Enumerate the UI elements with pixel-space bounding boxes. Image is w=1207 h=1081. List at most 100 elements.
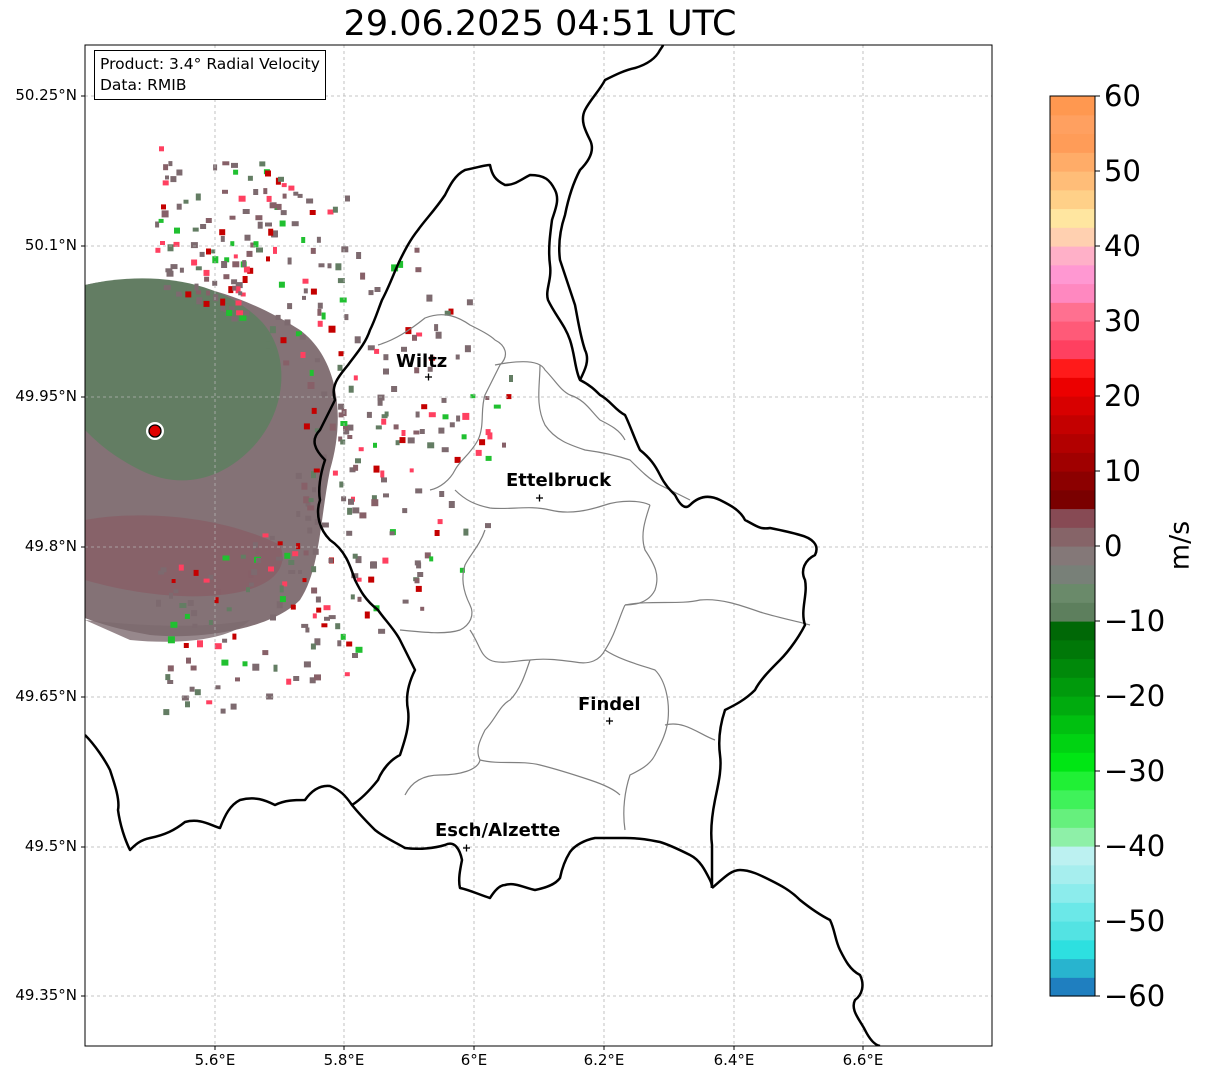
radar-speckle [339,297,347,303]
radar-speckle [448,308,454,315]
colorbar-segment [1050,658,1095,678]
radar-speckle [309,369,314,376]
radar-speckle [364,611,370,619]
radar-speckle [315,596,321,603]
radar-speckle [414,247,420,253]
radar-speckle [179,267,184,273]
radar-speckle [215,685,221,690]
radar-speckle [506,394,512,400]
radar-speckle [253,189,259,195]
radar-speckle [174,227,180,234]
radar-speckle [360,272,366,280]
radar-speckle [352,653,358,658]
radar-speckle [409,468,414,473]
radar-speckle [332,206,338,213]
radar-speckle [200,224,207,229]
radar-speckle [250,242,256,248]
radar-site-marker[interactable] [148,424,162,438]
radar-speckle [389,531,395,536]
radar-speckle [355,556,362,564]
radar-speckle [187,600,194,606]
radar-speckle [416,562,422,569]
radar-speckle [170,176,177,183]
colorbar-tick-label: −20 [1104,679,1166,713]
radar-speckle [173,589,179,594]
radar-speckle [321,312,326,320]
y-tick-label: 49.65°N [15,687,77,705]
radar-speckle [235,282,243,289]
radar-speckle [509,375,513,382]
colorbar-tick-label: 50 [1104,154,1141,188]
radar-speckle [277,541,283,546]
radar-speckle [344,314,349,321]
colorbar-segment [1050,827,1095,847]
radar-speckle [242,276,248,283]
radar-speckle [310,643,316,650]
colorbar-tick-label: −40 [1104,829,1166,863]
radar-speckle [398,260,404,268]
radar-speckle [420,606,425,611]
radar-speckle [429,356,436,361]
radar-speckle [219,229,226,236]
radar-speckle [343,430,350,435]
radar-speckle [189,686,195,692]
radar-speckle [368,576,375,583]
colorbar-segment [1050,977,1095,997]
radar-speckle [159,146,164,152]
radar-speckle [280,337,287,344]
radar-speckle [343,425,348,431]
radar-speckle [181,695,189,701]
radar-speckle [401,430,406,436]
radar-speckle [463,528,469,536]
radar-speckle [340,633,346,640]
radar-speckle [199,251,205,257]
radar-speckle [475,449,482,456]
velocity-colorbar [1050,96,1095,997]
radar-speckle [271,231,277,238]
radar-speckle [208,574,214,580]
radar-speckle [311,471,316,479]
radar-speckle [368,290,374,296]
radar-speckle [435,331,442,339]
radar-speckle [176,169,183,176]
colorbar-segment [1050,939,1095,960]
canton-boundaries [377,314,811,831]
radar-speckle [226,309,233,316]
radar-speckle [176,291,183,297]
x-tick-label: 6.2°E [583,1051,625,1069]
radar-speckle [303,423,310,430]
radar-speckle [321,623,328,628]
colorbar-segment [1050,883,1095,903]
radar-speckle [178,564,184,571]
radar-speckle [337,640,342,647]
radar-speckle [247,175,253,181]
radar-speckle [421,404,428,410]
radar-speckle [167,244,174,252]
radar-speckle [371,495,377,502]
radar-speckle [181,287,187,294]
colorbar-segment [1050,771,1095,791]
colorbar-tick-label: 30 [1104,304,1141,338]
radar-speckle [259,161,266,167]
colorbar-segment [1050,171,1095,191]
radar-speckle [192,227,199,232]
radar-speckle [449,422,455,428]
radar-speckle [312,487,316,493]
radar-speckle [346,530,353,536]
colorbar-segment [1050,339,1095,360]
radar-speckle [238,291,243,296]
radar-speckle [301,623,309,628]
radar-speckle [286,678,292,685]
radar-speckle [195,193,201,201]
radar-speckle [353,464,359,471]
radar-speckle [427,442,435,449]
radar-speckle [282,581,288,587]
data-source-label: Data: RMIB [100,76,187,94]
radar-speckle [273,664,278,672]
radar-speckle [357,596,362,602]
radar-speckle [204,276,210,282]
radar-speckle [367,345,375,351]
radar-speckle [424,552,431,559]
radar-speckle [355,646,363,653]
